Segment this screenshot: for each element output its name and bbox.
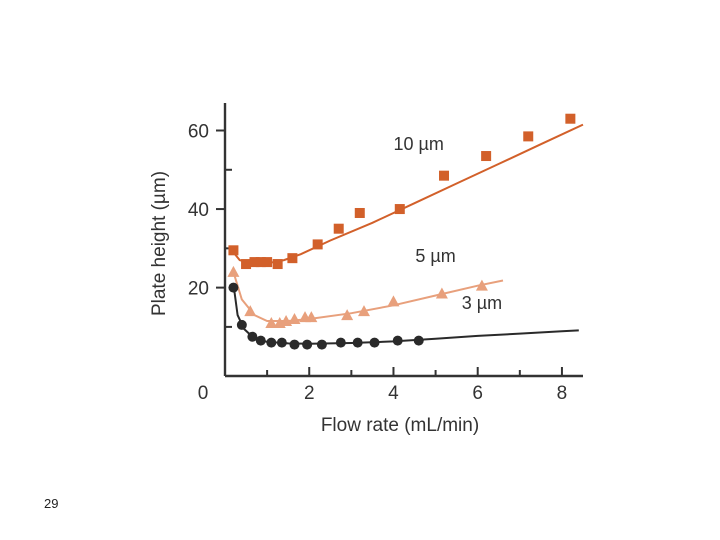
x-axis-title: Flow rate (mL/min)	[321, 415, 479, 436]
x-tick-label: 6	[472, 383, 483, 404]
data-point	[255, 335, 266, 346]
series-labels: 10 µm 5 µm 3 µm	[394, 134, 503, 313]
axes	[223, 103, 583, 378]
data-point	[302, 339, 313, 350]
data-point	[228, 282, 239, 293]
data-point	[435, 287, 448, 299]
axis-ticks: 20 40 60 0 2 4 6 8	[188, 121, 567, 404]
data-point	[272, 259, 283, 270]
data-point	[354, 207, 365, 218]
data-point	[227, 265, 240, 277]
y-tick-label: 60	[188, 121, 209, 142]
data-point	[266, 337, 277, 348]
x-tick-label: 0	[198, 383, 209, 404]
data-point	[335, 337, 346, 348]
data-point	[394, 204, 405, 215]
data-point	[276, 337, 287, 348]
data-points	[227, 113, 576, 350]
data-point	[523, 131, 534, 142]
x-tick-label: 4	[388, 383, 399, 404]
data-point	[352, 337, 363, 348]
x-tick-label: 8	[557, 383, 568, 404]
data-point	[289, 339, 300, 350]
data-point	[475, 279, 488, 291]
series-label: 5 µm	[415, 246, 455, 266]
data-point	[481, 151, 492, 162]
data-point	[565, 113, 576, 124]
y-tick-label: 40	[188, 200, 209, 221]
data-point	[288, 313, 301, 325]
fit-curve	[232, 283, 579, 345]
data-point	[249, 257, 260, 268]
fit-curves	[232, 123, 584, 345]
y-axis-title: Plate height (µm)	[149, 171, 170, 316]
data-point	[341, 309, 354, 321]
data-point	[369, 337, 380, 348]
data-point	[357, 305, 370, 317]
data-point	[439, 170, 450, 181]
data-point	[247, 331, 258, 342]
data-point	[265, 316, 278, 328]
data-point	[236, 319, 247, 330]
data-point	[241, 259, 252, 270]
data-point	[244, 305, 257, 317]
data-point	[312, 239, 323, 250]
y-tick-label: 20	[188, 279, 209, 300]
data-point	[228, 245, 239, 256]
data-point	[333, 223, 344, 234]
data-point	[413, 335, 424, 346]
series-label: 10 µm	[394, 134, 444, 154]
data-point	[305, 311, 318, 323]
data-point	[387, 295, 400, 307]
data-point	[316, 339, 327, 350]
data-point	[255, 257, 266, 268]
data-point	[262, 257, 273, 268]
data-point	[392, 335, 403, 346]
x-tick-label: 2	[304, 383, 315, 404]
slide-number: 29	[44, 496, 59, 511]
data-point	[287, 253, 298, 264]
series-label: 3 µm	[462, 293, 502, 313]
